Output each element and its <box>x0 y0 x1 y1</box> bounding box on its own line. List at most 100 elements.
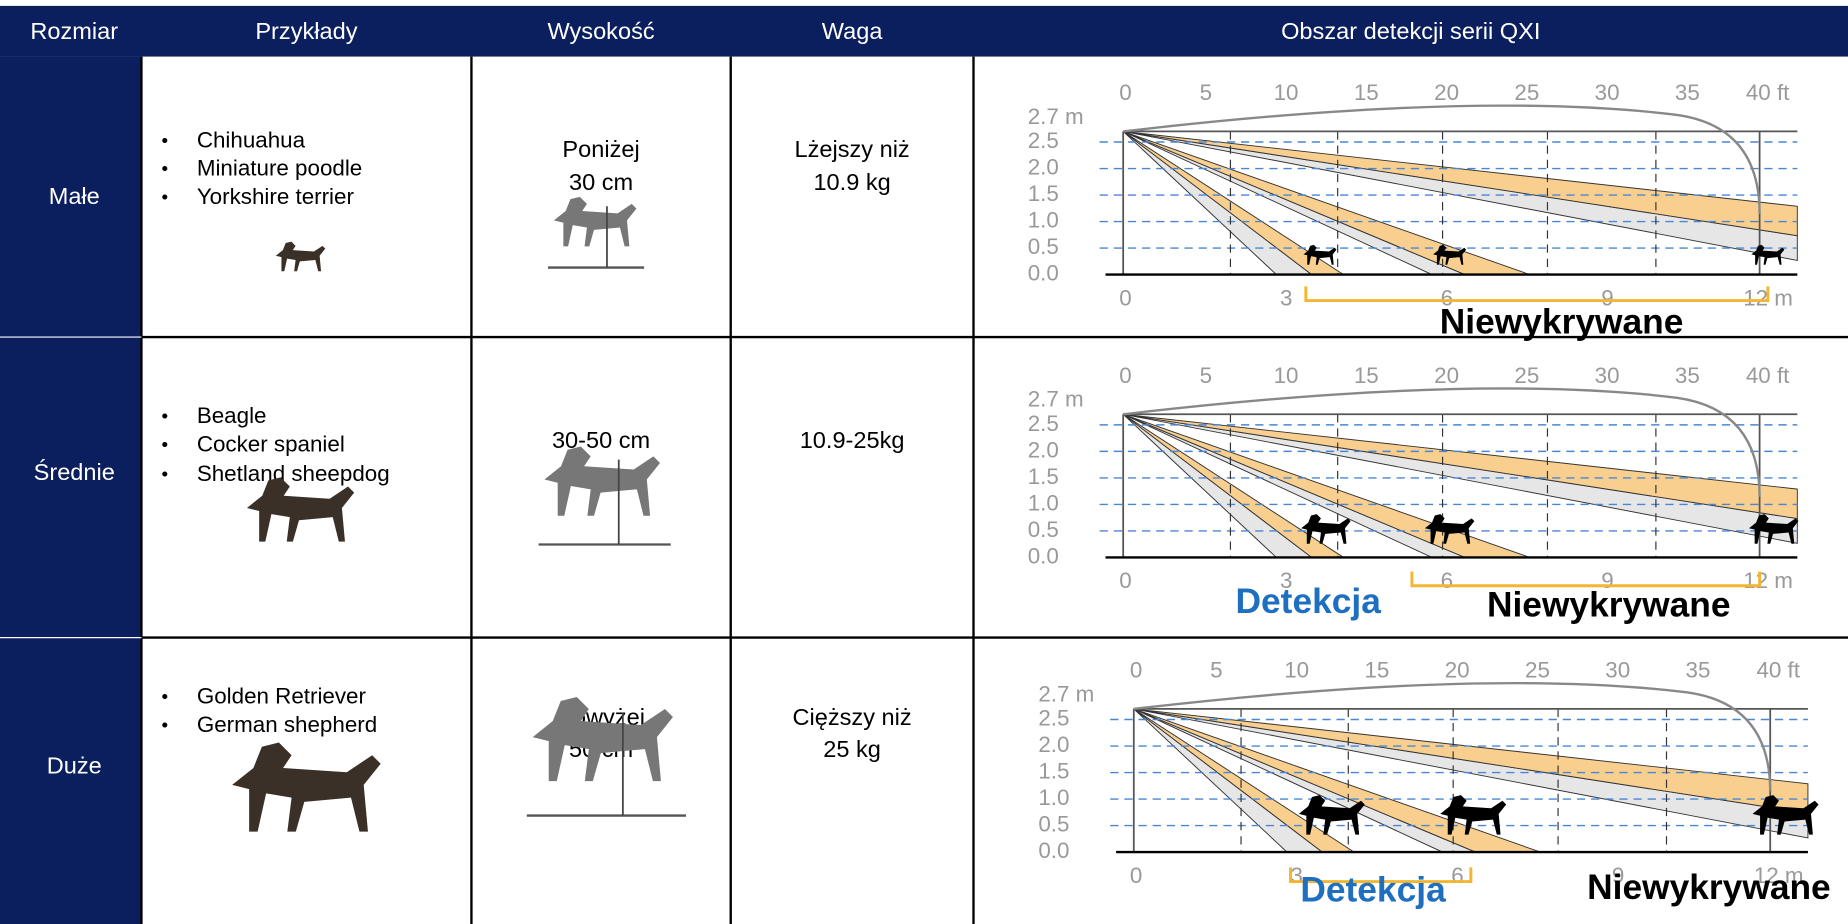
size-label: Małe <box>49 183 100 209</box>
size-label: Duże <box>47 752 102 778</box>
height-text: 30 cm <box>569 169 633 195</box>
distance-tick: 6 <box>1441 568 1453 593</box>
example: Cocker spaniel <box>197 431 345 456</box>
ft-tick: 40 ft <box>1746 363 1790 388</box>
height-tick: 0.5 <box>1028 234 1059 259</box>
height-tick: 1.0 <box>1028 490 1059 515</box>
example: Yorkshire terrier <box>197 184 355 209</box>
ft-tick: 30 <box>1605 658 1630 683</box>
height-tick: 1.5 <box>1038 758 1069 783</box>
height-tick: 1.5 <box>1028 181 1059 206</box>
height-tick: 2.7 m <box>1038 681 1094 706</box>
ft-tick: 0 <box>1130 658 1142 683</box>
column-header: Przykłady <box>255 18 357 44</box>
not-detected-label: Niewykrywane <box>1587 868 1831 907</box>
bullet: • <box>161 405 168 426</box>
height-tick: 1.0 <box>1038 785 1069 810</box>
size-label: Średnie <box>34 458 115 485</box>
example: German shepherd <box>197 712 377 737</box>
weight-text: 10.9-25kg <box>800 427 905 453</box>
ft-tick: 10 <box>1284 658 1309 683</box>
ft-tick: 25 <box>1514 80 1539 105</box>
height-text: 30-50 cm <box>552 427 650 453</box>
table: RozmiarPrzykładyWysokośćWagaObszar detek… <box>0 0 1848 924</box>
ft-tick: 30 <box>1595 80 1620 105</box>
dog-photo <box>247 477 354 541</box>
column-header: Waga <box>822 18 884 44</box>
height-tick: 0.5 <box>1038 812 1069 837</box>
height-tick: 2.0 <box>1038 732 1069 757</box>
detection-diagram: 0510152025303540 ft2.7 m2.52.01.51.00.50… <box>1028 80 1798 341</box>
beam <box>1134 709 1541 852</box>
height-tick: 1.0 <box>1028 207 1059 232</box>
example: Golden Retriever <box>197 684 367 709</box>
distance-tick: 0 <box>1119 285 1131 310</box>
detected-label: Detekcja <box>1236 582 1382 621</box>
example: Chihuahua <box>197 127 306 152</box>
height-tick: 0.0 <box>1028 543 1059 568</box>
column-header: Rozmiar <box>30 18 118 44</box>
height-tick: 0.0 <box>1028 261 1059 286</box>
ft-tick: 35 <box>1675 363 1700 388</box>
bullet: • <box>161 186 168 207</box>
weight-text: 10.9 kg <box>813 169 890 195</box>
dog-photo <box>276 242 326 272</box>
ft-tick: 15 <box>1364 658 1389 683</box>
ft-tick: 5 <box>1200 80 1212 105</box>
ft-tick: 25 <box>1525 658 1550 683</box>
height-tick: 2.7 m <box>1028 387 1084 412</box>
column-header: Obszar detekcji serii QXI <box>1281 18 1540 44</box>
ft-tick: 30 <box>1595 363 1620 388</box>
dog-photo <box>232 743 380 832</box>
weight-text: Cięższy niż <box>793 704 912 730</box>
ft-tick: 40 ft <box>1756 658 1800 683</box>
ft-tick: 20 <box>1434 80 1459 105</box>
bullet: • <box>161 714 168 735</box>
height-tick: 2.0 <box>1028 154 1059 179</box>
weight-text: 25 kg <box>823 736 881 762</box>
distance-tick: 3 <box>1280 285 1292 310</box>
dog-icon <box>1301 514 1351 544</box>
height-tick: 1.5 <box>1028 464 1059 489</box>
page: RozmiarPrzykładyWysokośćWagaObszar detek… <box>0 0 1848 924</box>
range-bracket <box>1306 286 1768 300</box>
detection-diagram: 0 5 10 15 20 25 30 35 40 ft 2.7 m2.52.01.51.00.5 0… <box>1038 658 1830 910</box>
ft-tick: 20 <box>1445 658 1470 683</box>
bullet: • <box>161 463 168 484</box>
distance-tick: 0 <box>1130 863 1142 888</box>
dog-silhouette <box>545 446 661 515</box>
example: Shetland sheepdog <box>197 461 390 486</box>
bullet: • <box>161 433 168 454</box>
distance-tick: 12 m <box>1743 568 1793 593</box>
ft-tick: 0 <box>1119 80 1131 105</box>
ft-tick: 25 <box>1514 363 1539 388</box>
detected-label: Detekcja <box>1300 871 1446 910</box>
dog-silhouette <box>554 197 637 247</box>
ft-tick: 10 <box>1274 363 1299 388</box>
ft-tick: 5 <box>1200 363 1212 388</box>
height-text: Poniżej <box>562 136 639 162</box>
ft-tick: 15 <box>1354 363 1379 388</box>
ft-tick: 40 ft <box>1746 80 1790 105</box>
ft-tick: 10 <box>1274 80 1299 105</box>
ft-tick: 0 <box>1119 363 1131 388</box>
ft-tick: 15 <box>1354 80 1379 105</box>
ft-tick: 35 <box>1675 80 1700 105</box>
height-tick: 2.7 m <box>1028 104 1084 129</box>
example: Miniature poodle <box>197 156 362 181</box>
bullet: • <box>161 686 168 707</box>
not-detected-label: Niewykrywane <box>1440 302 1684 341</box>
ft-tick: 5 <box>1210 658 1222 683</box>
ft-tick: 20 <box>1434 363 1459 388</box>
height-tick: 2.5 <box>1038 705 1069 730</box>
not-detected-label: Niewykrywane <box>1487 585 1731 624</box>
height-tick: 2.5 <box>1028 411 1059 436</box>
bullet: • <box>161 158 168 179</box>
height-tick: 2.5 <box>1028 128 1059 153</box>
example: Beagle <box>197 403 267 428</box>
weight-text: Lżejszy niż <box>794 136 909 162</box>
ft-tick: 35 <box>1686 658 1711 683</box>
height-tick: 2.0 <box>1028 437 1059 462</box>
distance-tick: 0 <box>1119 568 1131 593</box>
